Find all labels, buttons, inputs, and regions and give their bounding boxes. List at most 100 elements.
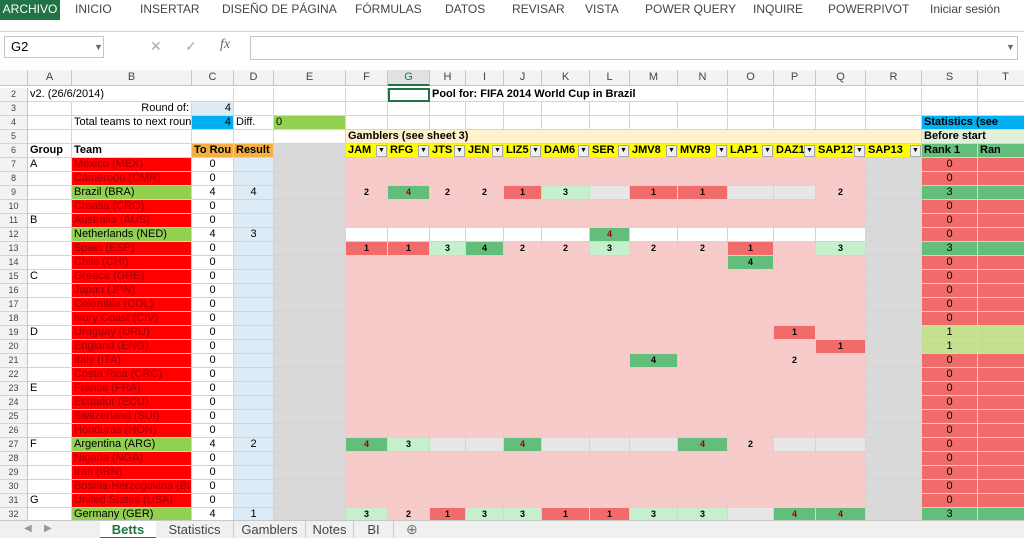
cell[interactable]: 0 [192,480,234,494]
cell[interactable] [978,284,1024,298]
cell[interactable] [922,102,978,116]
cell[interactable] [678,368,728,382]
cell[interactable] [816,88,866,102]
row-header[interactable]: 22 [0,368,28,382]
tab-scroll-left[interactable]: ◀ [24,523,32,534]
cell[interactable]: 2 [728,438,774,452]
cell[interactable] [678,158,728,172]
cell[interactable]: 0 [922,228,978,242]
sheet-tab[interactable]: BI [354,521,394,538]
cell[interactable] [678,284,728,298]
cell[interactable] [866,340,922,354]
cell[interactable] [816,410,866,424]
cell[interactable] [466,410,504,424]
cell[interactable] [866,284,922,298]
cell[interactable]: 1 [388,242,430,256]
cell[interactable] [504,480,542,494]
cell[interactable] [388,200,430,214]
cell[interactable]: To Rou [192,144,234,158]
cell[interactable] [28,452,72,466]
cell[interactable] [816,396,866,410]
cell[interactable] [346,172,388,186]
cell[interactable] [630,256,678,270]
cell[interactable]: Honduras (HON) [72,424,192,438]
cell[interactable]: 1 [816,340,866,354]
cell[interactable]: Rank 1 [922,144,978,158]
cell[interactable] [234,158,274,172]
cell[interactable]: 2 [430,186,466,200]
cell[interactable] [430,214,466,228]
cell[interactable] [978,424,1024,438]
cell[interactable]: Switzerland (SUI) [72,410,192,424]
cell[interactable]: 2 [388,508,430,520]
cell[interactable] [630,382,678,396]
cell[interactable] [504,172,542,186]
cell[interactable]: v2. (26/6/2014) [28,88,192,102]
cell[interactable] [234,494,274,508]
cell[interactable] [630,326,678,340]
cell[interactable]: 0 [192,368,234,382]
cell[interactable] [816,382,866,396]
cell[interactable]: England (ENG) [72,340,192,354]
cell[interactable]: 2 [504,242,542,256]
cell[interactable] [978,508,1024,520]
cell[interactable] [28,410,72,424]
cell[interactable] [274,102,346,116]
cell[interactable] [678,116,728,130]
cell[interactable] [28,298,72,312]
cell[interactable] [274,130,346,144]
cell[interactable] [728,88,774,102]
cell[interactable]: 0 [922,298,978,312]
cell[interactable] [816,326,866,340]
cell[interactable] [774,256,816,270]
cell[interactable] [978,368,1024,382]
row-header[interactable]: 12 [0,228,28,242]
cell[interactable]: Bosnia-Herzegovina (BIH) [72,480,192,494]
cell[interactable] [590,256,630,270]
ribbon-tab[interactable]: INQUIRE [753,2,804,16]
cell[interactable] [728,368,774,382]
row-header[interactable]: 6 [0,144,28,158]
cell[interactable] [430,382,466,396]
cell[interactable] [430,116,466,130]
cell[interactable] [430,340,466,354]
cell[interactable]: 0 [274,116,346,130]
cell[interactable]: Total teams to next round [72,116,192,130]
cell[interactable]: 4 [388,186,430,200]
cell[interactable]: Colombia (COL) [72,298,192,312]
cell[interactable] [234,200,274,214]
cell[interactable] [234,312,274,326]
cell[interactable] [192,130,234,144]
cell[interactable] [590,172,630,186]
cell[interactable] [866,452,922,466]
enter-icon[interactable]: ✓ [185,38,197,54]
cell[interactable] [866,214,922,228]
cell[interactable] [774,480,816,494]
cell[interactable] [728,284,774,298]
cell[interactable] [728,508,774,520]
cell[interactable] [28,172,72,186]
cell[interactable]: 3 [922,186,978,200]
ribbon-tab[interactable]: POWER QUERY [645,2,737,16]
cell[interactable] [274,200,346,214]
cell[interactable] [504,452,542,466]
ribbon-tab[interactable]: DISEÑO DE PÁGINA [222,2,337,16]
cell[interactable] [504,298,542,312]
cell[interactable] [430,298,466,312]
ribbon-tab[interactable]: POWERPIVOT [828,2,910,16]
cell[interactable] [978,494,1024,508]
cell[interactable] [388,480,430,494]
cell[interactable] [504,396,542,410]
cell[interactable] [28,508,72,520]
cell[interactable] [234,88,274,102]
cell[interactable]: 2 [542,242,590,256]
cell[interactable] [388,396,430,410]
cell[interactable] [866,424,922,438]
cell[interactable] [504,214,542,228]
cell[interactable] [466,256,504,270]
cell[interactable] [728,452,774,466]
cell[interactable]: 3 [504,508,542,520]
cell[interactable] [590,466,630,480]
cell[interactable] [774,396,816,410]
row-header[interactable]: 15 [0,270,28,284]
